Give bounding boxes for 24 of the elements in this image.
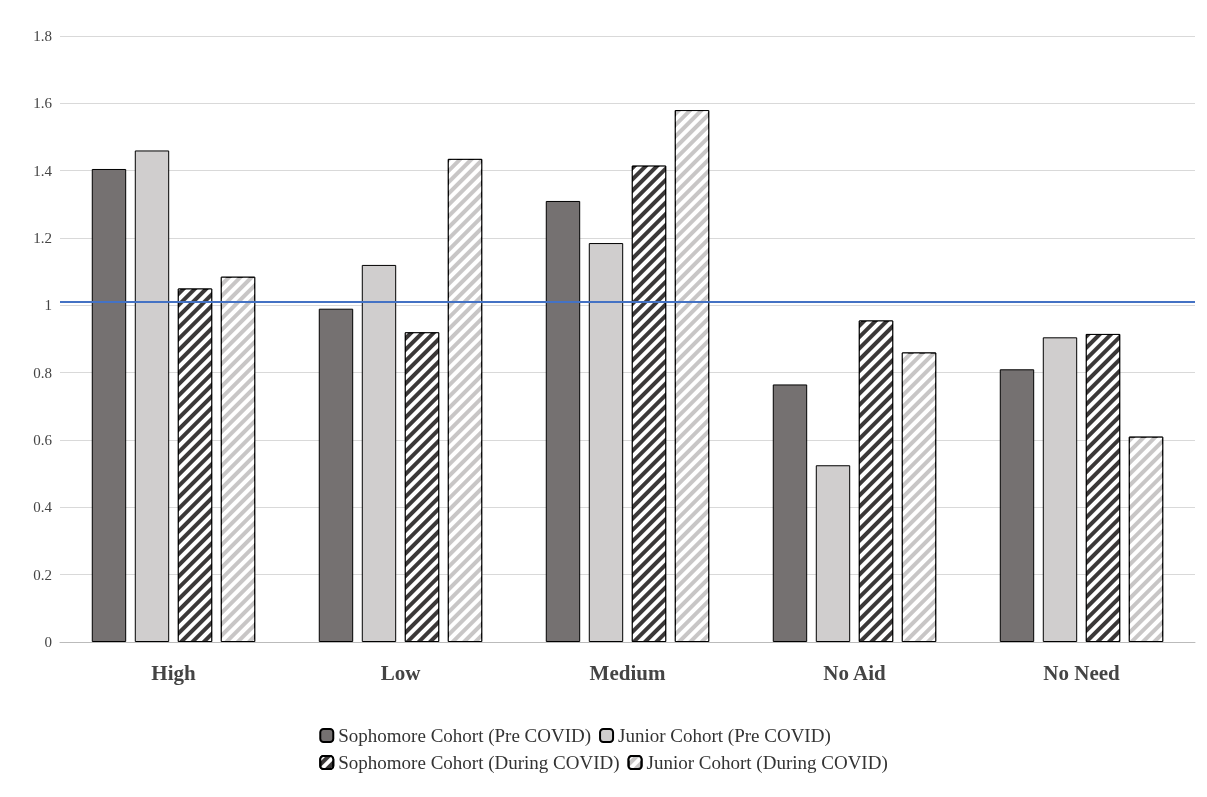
bar — [91, 168, 127, 642]
y-tick-label: 1.4 — [33, 162, 53, 179]
bar — [318, 308, 354, 642]
y-tick-label: 0.2 — [33, 566, 52, 583]
x-tick-label: Medium — [589, 660, 666, 685]
x-tick-label: Low — [380, 660, 422, 685]
y-tick-label: 0.6 — [33, 432, 53, 448]
bar — [545, 200, 581, 642]
legend-label: Junior Cohort (Pre COVID) — [618, 725, 831, 747]
y-tick-label: 1.6 — [33, 95, 53, 112]
bar — [999, 369, 1035, 642]
legend-label: Sophomore Cohort (During COVID) — [338, 752, 620, 774]
legend-label: Junior Cohort (During COVID) — [646, 752, 888, 774]
y-tick-label: 0 — [44, 634, 52, 650]
legend-label: Sophomore Cohort (Pre COVID) — [338, 725, 592, 747]
y-tick-label: 1 — [44, 297, 52, 314]
y-tick-label: 0.8 — [33, 364, 52, 381]
y-tick-label: 1.8 — [33, 28, 52, 44]
y-tick-label: 0.4 — [33, 499, 53, 516]
x-tick-label: No Need — [1043, 660, 1121, 685]
bar — [772, 384, 808, 642]
y-tick-label: 1.2 — [33, 230, 52, 246]
x-tick-label: No Aid — [823, 660, 887, 685]
x-tick-label: High — [151, 660, 196, 685]
